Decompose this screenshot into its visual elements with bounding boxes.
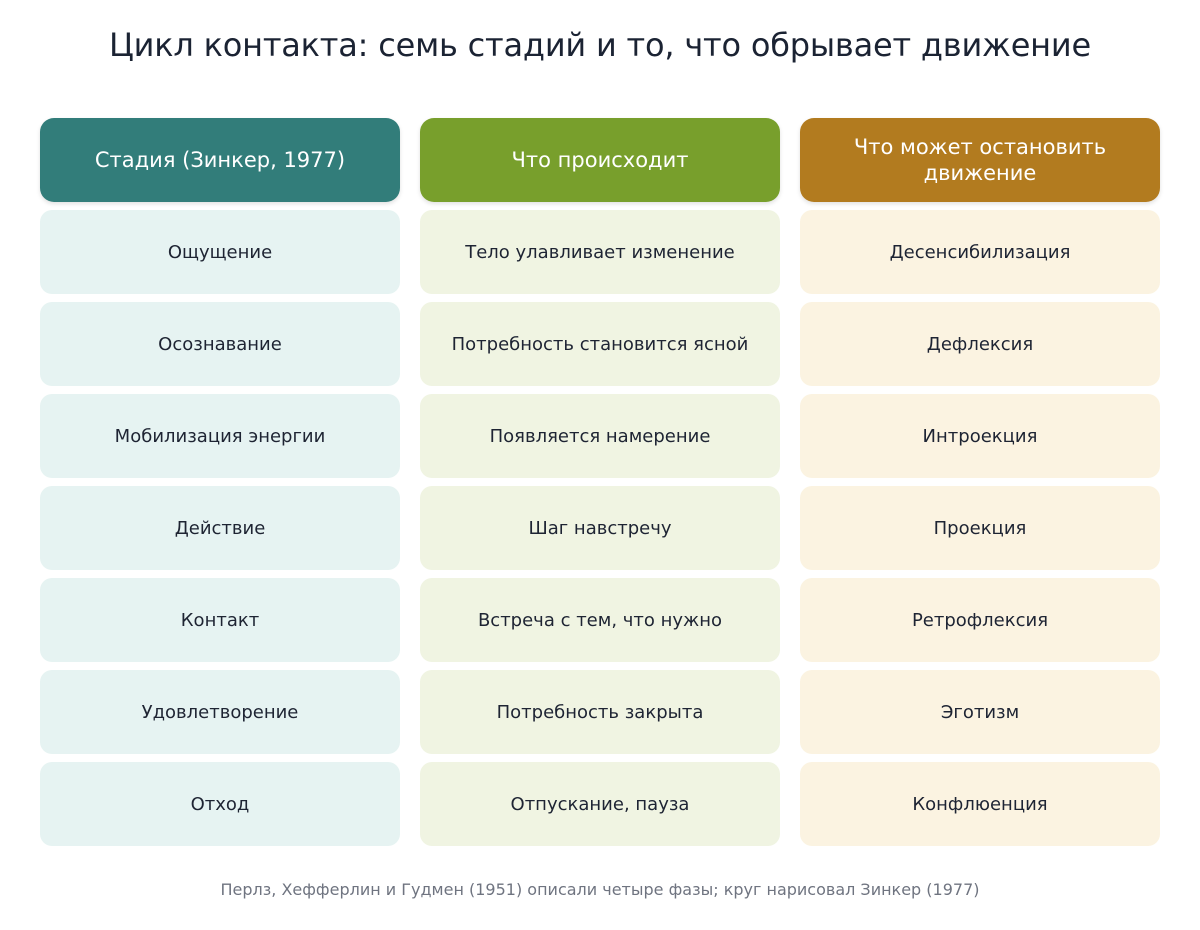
contact-cycle-table: Стадия (Зинкер, 1977) Ощущение Осознаван… (40, 118, 1160, 846)
stage-cell: Контакт (40, 578, 400, 662)
page-title: Цикл контакта: семь стадий и то, что обр… (109, 26, 1091, 64)
stage-cell: Действие (40, 486, 400, 570)
interruption-cell: Интроекция (800, 394, 1160, 478)
interruption-cell: Дефлексия (800, 302, 1160, 386)
what-happens-cell: Отпускание, пауза (420, 762, 780, 846)
what-happens-cell: Появляется намерение (420, 394, 780, 478)
column-what-can-stop: Что может остановить движение Десенсибил… (800, 118, 1160, 846)
interruption-cell: Конфлюенция (800, 762, 1160, 846)
column-header-stage: Стадия (Зинкер, 1977) (40, 118, 400, 202)
interruption-cell: Десенсибилизация (800, 210, 1160, 294)
column-what-happens: Что происходит Тело улавливает изменение… (420, 118, 780, 846)
column-header-what-can-stop: Что может остановить движение (800, 118, 1160, 202)
stage-cell: Удовлетворение (40, 670, 400, 754)
stage-cell: Мобилизация энергии (40, 394, 400, 478)
what-happens-cell: Потребность закрыта (420, 670, 780, 754)
interruption-cell: Ретрофлексия (800, 578, 1160, 662)
column-stage: Стадия (Зинкер, 1977) Ощущение Осознаван… (40, 118, 400, 846)
stage-cell: Ощущение (40, 210, 400, 294)
what-happens-cell: Потребность становится ясной (420, 302, 780, 386)
column-header-what-happens: Что происходит (420, 118, 780, 202)
stage-cell: Отход (40, 762, 400, 846)
stage-cell: Осознавание (40, 302, 400, 386)
what-happens-cell: Встреча с тем, что нужно (420, 578, 780, 662)
source-footnote: Перлз, Хефферлин и Гудмен (1951) описали… (220, 880, 980, 899)
what-happens-cell: Тело улавливает изменение (420, 210, 780, 294)
interruption-cell: Проекция (800, 486, 1160, 570)
interruption-cell: Эготизм (800, 670, 1160, 754)
what-happens-cell: Шаг навстречу (420, 486, 780, 570)
